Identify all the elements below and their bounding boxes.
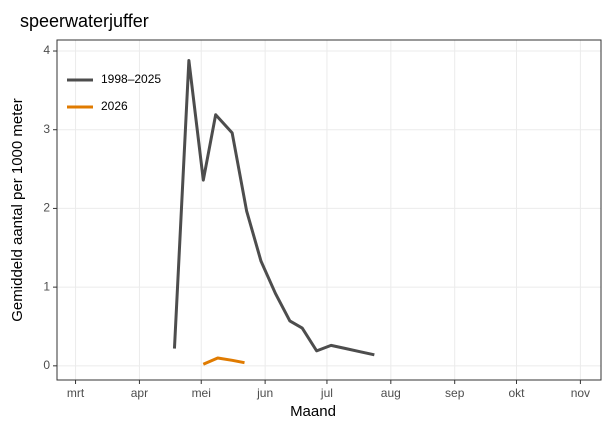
y-axis-title: Gemiddeld aantal per 1000 meter [9, 98, 26, 321]
x-tick-label: mei [192, 386, 211, 400]
x-tick-label: sep [445, 386, 465, 400]
series-line [172, 58, 375, 357]
y-tick-label: 2 [43, 201, 50, 215]
y-tick-label: 0 [43, 358, 50, 372]
x-tick-label: aug [381, 386, 401, 400]
chart-title: speerwaterjuffer [20, 11, 149, 31]
y-tick-label: 4 [43, 43, 50, 57]
legend-label: 2026 [101, 99, 128, 113]
panel-border [56, 39, 602, 381]
y-tick-label: 1 [43, 279, 50, 293]
x-tick-label: jul [320, 386, 333, 400]
series-line [202, 356, 245, 366]
x-axis-title: Maand [290, 403, 336, 420]
y-tick-label: 3 [43, 122, 50, 136]
x-tick-label: jun [256, 386, 273, 400]
x-tick-label: mrt [67, 386, 85, 400]
x-tick-label: apr [131, 386, 148, 400]
x-tick-label: nov [571, 386, 590, 400]
x-tick-label: okt [509, 386, 526, 400]
legend-label: 1998–2025 [101, 72, 161, 86]
